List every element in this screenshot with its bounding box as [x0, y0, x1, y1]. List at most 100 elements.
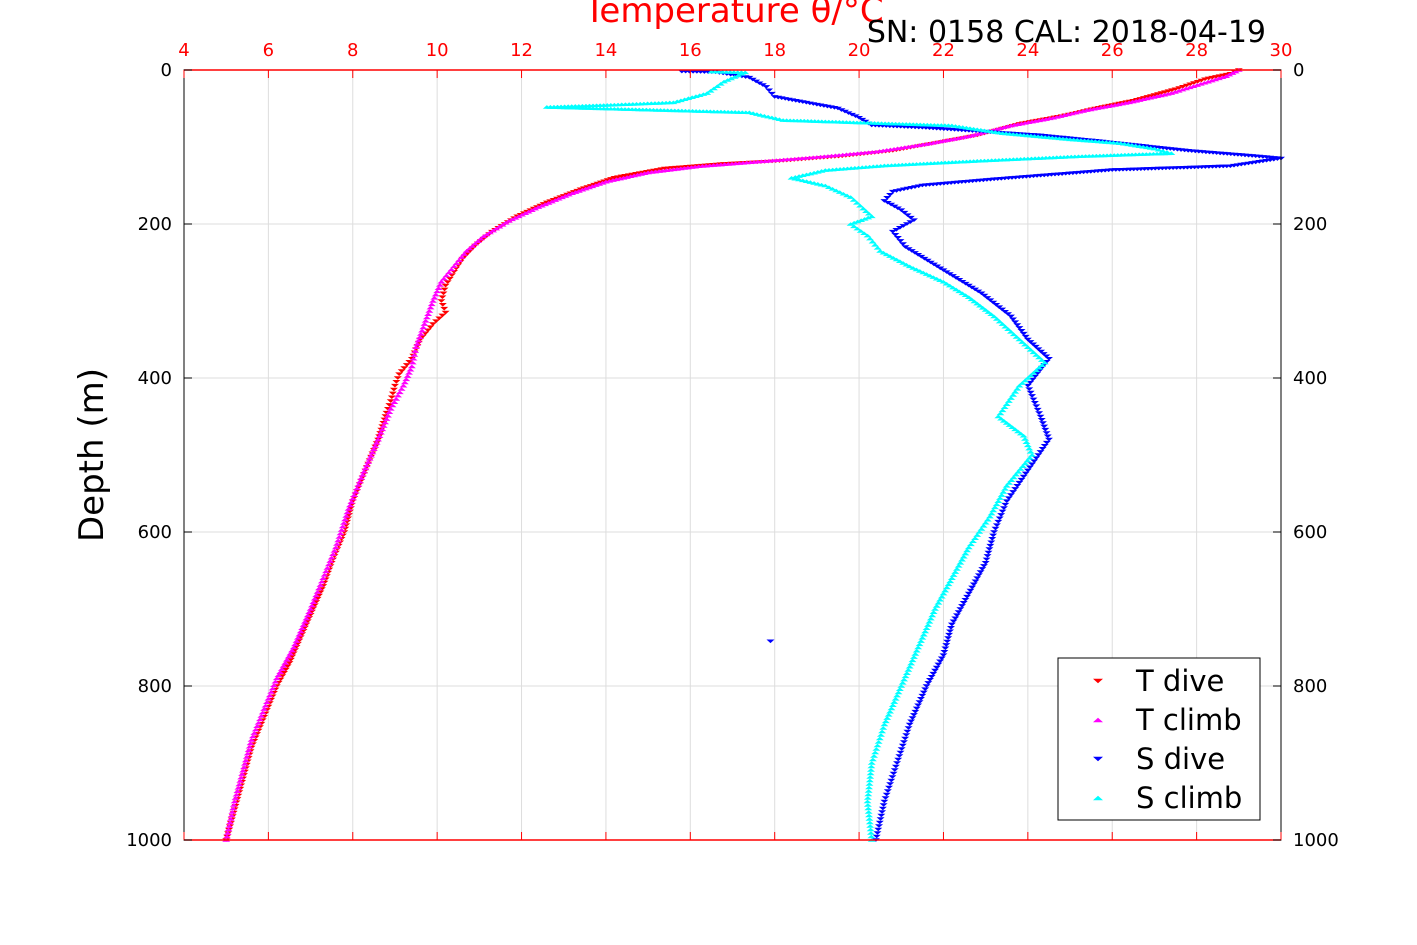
s-dive-fill-marker [1004, 496, 1013, 500]
s-dive-fill-marker [958, 279, 967, 284]
s-climb-fill-marker [912, 648, 921, 653]
t-climb-fill-marker [224, 827, 233, 832]
s-dive-fill-marker [955, 278, 964, 282]
s-climb-fill-marker [1014, 470, 1023, 474]
s-dive-fill-marker [999, 506, 1008, 510]
s-dive-fill-marker [998, 307, 1007, 312]
s-dive-fill-marker [1025, 387, 1034, 391]
s-dive-fill-marker [919, 690, 928, 695]
t-climb-point [479, 234, 488, 239]
t-climb-fill-marker [378, 427, 387, 432]
s-climb-fill-marker [882, 252, 891, 257]
s-dive-fill-marker [958, 604, 967, 608]
s-climb-fill-marker [1016, 431, 1025, 436]
s-dive-fill-marker [898, 743, 907, 748]
s-climb-fill-marker [915, 269, 924, 273]
s-dive-fill-marker [989, 533, 998, 538]
s-dive-fill-marker [951, 616, 960, 621]
t-climb-fill-marker [336, 531, 345, 536]
x-tick-label: 26 [1101, 40, 1124, 61]
s-climb-fill-marker [1023, 376, 1032, 380]
t-climb-fill-marker [395, 390, 404, 395]
t-climb-fill-marker [315, 586, 324, 591]
t-dive-fill-marker [603, 178, 612, 182]
s-dive-fill-marker [946, 626, 955, 630]
s-dive-fill-marker [992, 303, 1001, 307]
t-dive-fill-marker [438, 313, 447, 318]
s-dive-fill-marker [988, 537, 997, 541]
t-climb-fill-marker [243, 751, 252, 756]
t-climb-fill-marker [421, 319, 430, 323]
t-climb-fill-marker [277, 667, 286, 671]
s-climb-fill-marker [850, 224, 859, 229]
s-dive-fill-marker [974, 289, 983, 294]
s-climb-fill-marker [998, 408, 1007, 413]
s-climb-fill-marker [866, 771, 875, 776]
s-dive-point [745, 75, 754, 80]
s-climb-fill-marker [900, 677, 909, 682]
t-climb-fill-marker [291, 642, 300, 647]
t-climb-fill-marker [264, 697, 273, 701]
t-climb-fill-marker [473, 239, 482, 243]
s-climb-fill-marker [958, 557, 967, 562]
t-climb-fill-marker [237, 775, 246, 780]
t-dive-fill-marker [1146, 94, 1155, 98]
s-dive-fill-marker [983, 554, 992, 558]
s-dive-fill-marker [952, 613, 961, 617]
t-climb-fill-marker [338, 524, 347, 529]
s-climb-fill-marker [1006, 330, 1015, 334]
t-climb-fill-marker [288, 648, 297, 653]
t-climb-fill-marker [385, 410, 394, 415]
legend-marker-s-climb [1093, 795, 1103, 801]
t-climb-fill-marker [245, 744, 254, 749]
s-dive-fill-marker [1031, 344, 1040, 349]
legend-label-t-dive: T dive [1135, 664, 1224, 698]
s-climb-fill-marker [734, 73, 743, 78]
s-climb-fill-marker [979, 524, 988, 528]
t-climb-fill-marker [313, 590, 322, 594]
t-climb-fill-marker [330, 549, 339, 553]
s-dive-point [922, 684, 931, 688]
s-climb-fill-marker [895, 687, 904, 692]
t-climb-point [260, 707, 269, 711]
t-climb-fill-marker [324, 562, 333, 567]
s-climb-fill-marker [971, 536, 980, 540]
t-climb-fill-marker [235, 782, 244, 787]
s-dive-point [880, 199, 889, 203]
s-dive-fill-marker [1004, 312, 1013, 316]
s-climb-point [897, 684, 906, 688]
s-climb-fill-marker [1011, 472, 1020, 477]
s-dive-fill-marker [936, 266, 945, 271]
t-climb-point [504, 219, 513, 223]
t-dive-fill-marker [606, 177, 615, 181]
t-climb-fill-marker [403, 374, 412, 378]
t-climb-fill-marker [322, 569, 331, 574]
s-dive-fill-marker [765, 88, 774, 93]
t-climb-point [344, 507, 353, 511]
s-dive-fill-marker [949, 619, 958, 624]
s-climb-fill-marker [992, 317, 1001, 321]
y-tick-label-right: 200 [1293, 214, 1327, 235]
x-tick-label: 8 [347, 40, 358, 61]
t-climb-fill-marker [435, 283, 444, 287]
s-dive-fill-marker [908, 716, 917, 720]
s-climb-fill-marker [958, 291, 967, 296]
s-dive-fill-marker [985, 547, 994, 551]
t-climb-fill-marker [333, 542, 342, 546]
s-dive-point [939, 653, 948, 657]
s-climb-fill-marker [944, 582, 953, 587]
s-climb-fill-marker [1154, 147, 1163, 152]
t-climb-fill-marker [298, 626, 307, 631]
s-dive-fill-marker [1026, 340, 1035, 344]
s-dive-fill-marker [1037, 349, 1046, 354]
y-tick-label-right: 0 [1293, 60, 1304, 81]
s-dive-fill-marker [1025, 465, 1034, 470]
t-climb-fill-marker [439, 276, 448, 281]
s-climb-fill-marker [853, 226, 862, 231]
t-climb-fill-marker [317, 579, 326, 584]
t-climb-fill-marker [425, 309, 434, 313]
t-climb-fill-marker [268, 686, 277, 691]
s-climb-fill-marker [871, 750, 880, 755]
s-climb-fill-marker [865, 782, 874, 786]
s-climb-point [876, 249, 885, 253]
